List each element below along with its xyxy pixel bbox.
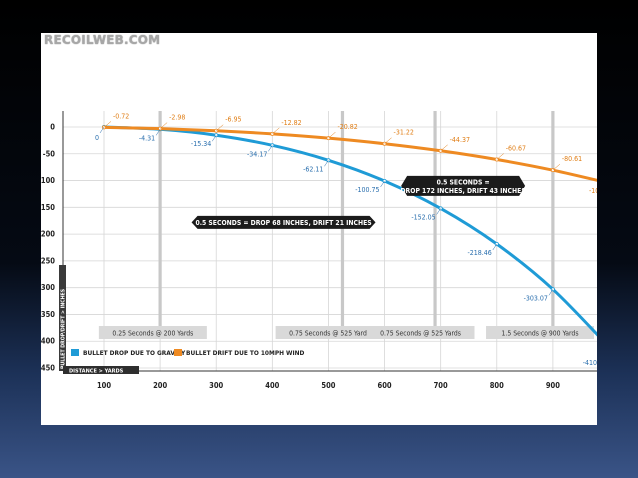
label-leader xyxy=(492,243,497,251)
label-leader xyxy=(272,127,280,135)
y-tick-label: -100 xyxy=(41,176,55,185)
annotation-box xyxy=(191,215,376,229)
drop-data-label: 0 xyxy=(95,134,99,142)
time-marker-box xyxy=(98,326,207,339)
label-leader xyxy=(552,163,561,171)
time-marker-box xyxy=(486,326,595,339)
drop-data-label: -15.34 xyxy=(191,140,211,148)
drift-data-label: -31.22 xyxy=(394,129,414,137)
time-marker-box xyxy=(366,326,475,339)
drop-data-label: -62.11 xyxy=(303,165,323,173)
y-axis-label-band xyxy=(59,265,66,371)
drop-data-label: -410.90 xyxy=(583,359,597,367)
legend-label-drift: BULLET DRIFT DUE TO 10MPH WIND xyxy=(186,349,305,357)
drop-data-label: -152.05 xyxy=(411,213,435,221)
legend-swatch-drop xyxy=(71,349,79,356)
legend-swatch-drift xyxy=(174,349,182,356)
y-tick-label: -250 xyxy=(41,256,55,265)
axes: 0 -50 -100 -150 -200 -250 -300 -350 -400 -450 100 2… xyxy=(41,111,597,390)
y-tick-label: -300 xyxy=(41,283,55,292)
annotation-text: 0.5 SECONDS = DROP 68 INCHES, DRIFT 21 I… xyxy=(195,219,371,227)
drop-series-line xyxy=(102,125,597,337)
y-axis-label: BULLET DROP/DRIFT > INCHES xyxy=(61,288,67,369)
annotation-box xyxy=(401,175,526,196)
label-leader xyxy=(436,208,441,215)
y-tick-label: -400 xyxy=(41,337,55,346)
label-leader xyxy=(380,180,385,188)
y-tick-label: 0 xyxy=(50,123,55,132)
time-marker-label: 0.25 Seconds @ 200 Yards xyxy=(112,329,193,337)
data-point xyxy=(550,287,555,292)
time-marker-label: 0.75 Seconds @ 525 Yards xyxy=(380,329,461,337)
ballistics-chart: 0.25 Seconds @ 200 Yards 0.75 Seconds @ 5… xyxy=(41,111,597,390)
series-lines xyxy=(102,125,597,337)
x-tick-label: 200 xyxy=(153,381,167,390)
x-tick-label: 500 xyxy=(321,381,335,390)
drift-data-label: -2.98 xyxy=(169,114,185,122)
legend: BULLET DROP DUE TO GRAVITY BULLET DRIFT D… xyxy=(71,349,305,357)
chart-panel: RECOILWEB.COM 0.25 Seconds @ 200 Yards 0.… xyxy=(41,33,597,425)
drift-data-label: -104.72 xyxy=(589,187,597,195)
drop-data-label: -34.17 xyxy=(247,150,267,158)
label-leader xyxy=(103,121,112,128)
label-leader xyxy=(384,137,392,144)
time-marker-box xyxy=(275,326,384,339)
time-marker-lines: 0.25 Seconds @ 200 Yards 0.75 Seconds @ 5… xyxy=(98,111,595,339)
label-leader xyxy=(99,126,105,134)
x-axis-label: DISTANCE > YARDS xyxy=(69,369,124,375)
x-axis-label-band xyxy=(63,366,139,374)
y-tick-label: -450 xyxy=(41,364,55,373)
drift-series-line xyxy=(102,125,597,182)
label-leader xyxy=(155,129,161,136)
drift-data-label: -6.95 xyxy=(225,116,241,124)
watermark-logo: RECOILWEB.COM xyxy=(44,33,161,47)
x-tick-label: 700 xyxy=(434,381,448,390)
legend-label-drop: BULLET DROP DUE TO GRAVITY xyxy=(83,349,186,357)
label-leader xyxy=(159,122,168,129)
x-tick-label: 400 xyxy=(265,381,279,390)
label-leader xyxy=(440,144,448,151)
drift-data-label: -20.82 xyxy=(337,123,357,131)
annotation-text: DROP 172 INCHES, DRIFT 43 INCHES xyxy=(400,187,525,195)
drift-data-label: -60.67 xyxy=(506,144,526,152)
data-point xyxy=(382,178,387,183)
x-tick-label: 600 xyxy=(378,381,392,390)
label-leader xyxy=(324,160,329,167)
drift-data-label: -44.37 xyxy=(450,136,470,144)
annotation-text: 0.5 SECONDS = xyxy=(437,178,490,186)
drift-data-label: -12.82 xyxy=(281,119,301,127)
label-leader xyxy=(548,289,554,296)
y-tick-label: -50 xyxy=(43,149,55,158)
drop-data-label: -4.31 xyxy=(139,134,155,142)
label-leader xyxy=(212,135,217,142)
x-tick-label: 100 xyxy=(97,381,111,390)
data-labels: 0 -4.31 -15.34 -34.17 -62.11 -100.75 -152.05 -2… xyxy=(95,112,597,367)
annotations: 0.5 SECONDS = DROP 68 INCHES, DRIFT 21 I… xyxy=(191,175,526,229)
drift-data-label: -0.72 xyxy=(113,112,129,120)
y-tick-label: -200 xyxy=(41,230,55,239)
time-marker-label: 1.5 Seconds @ 900 Yards xyxy=(502,329,579,337)
x-tick-label: 900 xyxy=(546,381,560,390)
data-point xyxy=(438,206,443,211)
drop-data-label: -218.46 xyxy=(467,249,491,257)
x-tick-label: 300 xyxy=(209,381,223,390)
time-marker-label: 0.75 Seconds @ 525 Yards xyxy=(289,329,370,337)
x-tick-label: 800 xyxy=(490,381,504,390)
drift-data-label: -80.61 xyxy=(562,155,582,163)
label-leader xyxy=(216,124,224,131)
drop-data-label: -303.07 xyxy=(524,294,548,302)
label-leader xyxy=(496,153,504,160)
label-leader xyxy=(268,145,273,152)
y-tick-label: -150 xyxy=(41,203,55,212)
drop-data-label: -100.75 xyxy=(355,186,379,194)
y-tick-label: -350 xyxy=(41,310,55,319)
label-leader xyxy=(328,131,336,139)
